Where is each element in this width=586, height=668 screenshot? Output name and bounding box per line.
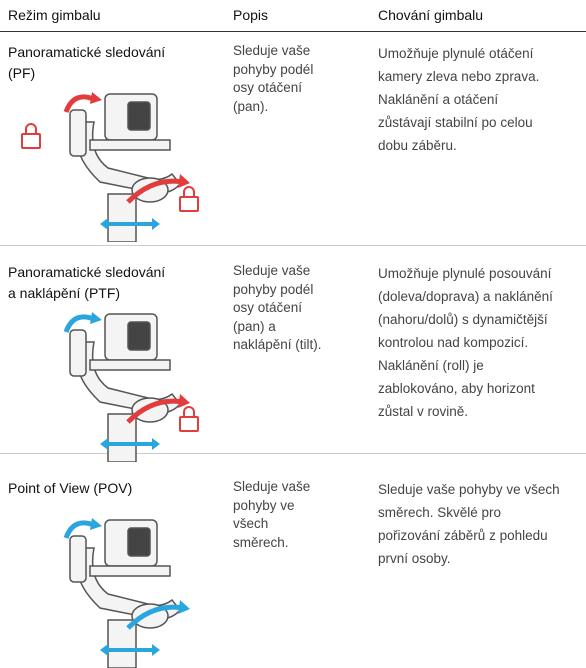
- gimbal-illustration: [63, 518, 190, 668]
- text-line: pohyby podél: [233, 281, 314, 297]
- text-line: dobu záběru.: [378, 138, 457, 153]
- text-line: pohyby ve: [233, 497, 295, 513]
- text-line: Sleduje vaše pohyby ve všech: [378, 482, 560, 497]
- text-line: zůstal v rovině.: [378, 404, 469, 419]
- text-line: směrech.: [233, 534, 289, 550]
- gimbal-illustration: [63, 312, 199, 462]
- text-line: a naklápění (PTF): [8, 285, 121, 301]
- text-line: Naklánění (roll) je: [378, 358, 484, 373]
- description: Sleduje vaše pohyby podél osy otáčení (pan)…: [233, 262, 322, 355]
- text-line: osy otáčení: [233, 300, 303, 315]
- mode: Point of View (POV): [8, 478, 132, 499]
- text-line: zůstávají stabilní po celou: [378, 115, 533, 130]
- description: Sleduje vaše pohyby podél osy otáčení (pan)…: [233, 42, 313, 116]
- text-line: kamery zleva nebo zprava.: [378, 69, 540, 84]
- text-line: Point of View (POV): [8, 480, 133, 496]
- text-line: (doleva/doprava) a naklánění: [378, 289, 553, 304]
- text-line: Umožňuje plynulé posouvání: [378, 266, 552, 281]
- text-line: osy otáčení: [233, 80, 303, 95]
- behavior: Sleduje vaše pohyby ve všech směrech. Skv…: [378, 478, 560, 570]
- text-line: směrech. Skvělé pro: [378, 505, 502, 520]
- text-line: (nahoru/dolů) s dynamičtější: [378, 312, 548, 327]
- text-line: (pan).: [233, 98, 269, 114]
- text-line: pořizování záběrů z pohledu: [378, 528, 548, 543]
- text-line: Umožňuje plynulé otáčení: [378, 46, 534, 61]
- text-line: zablokováno, aby horizont: [378, 381, 535, 396]
- text-line: Sleduje vaše: [233, 43, 311, 58]
- text-line: všech: [233, 516, 269, 531]
- text-line: (pan) a: [233, 318, 276, 334]
- behavior: Umožňuje plynulé otáčení kamery zleva neb…: [378, 42, 539, 157]
- text-line: první osoby.: [378, 551, 451, 566]
- text-line: Sleduje vaše: [233, 263, 311, 278]
- text-line: Sleduje vaše: [233, 479, 311, 494]
- description: Sleduje vaše pohyby ve všech směrech.: [233, 478, 310, 552]
- text-line: Panoramatické sledování: [8, 44, 166, 60]
- text-line: Naklánění a otáčení: [378, 92, 499, 107]
- mode: Panoramatické sledování a naklápění (PTF): [8, 262, 165, 304]
- header: Režim gimbalu: [8, 7, 101, 23]
- header-rule: [0, 31, 586, 32]
- row-rule: [0, 245, 586, 246]
- text-line: (PF): [8, 65, 36, 81]
- text-line: kontrolou nad kompozicí.: [378, 335, 529, 350]
- header: Popis: [233, 7, 269, 23]
- text-line: Panoramatické sledování: [8, 264, 166, 280]
- text-line: pohyby podél: [233, 61, 314, 77]
- row-rule: [0, 453, 586, 454]
- gimbal-illustration: [21, 92, 199, 242]
- header: Chování gimbalu: [378, 7, 484, 23]
- mode: Panoramatické sledování (PF): [8, 42, 165, 84]
- text-line: naklápění (tilt).: [233, 337, 322, 352]
- behavior: Umožňuje plynulé posouvání (doleva/doprav…: [378, 262, 553, 423]
